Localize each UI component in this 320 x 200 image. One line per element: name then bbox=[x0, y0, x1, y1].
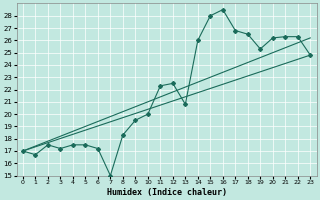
X-axis label: Humidex (Indice chaleur): Humidex (Indice chaleur) bbox=[107, 188, 227, 197]
